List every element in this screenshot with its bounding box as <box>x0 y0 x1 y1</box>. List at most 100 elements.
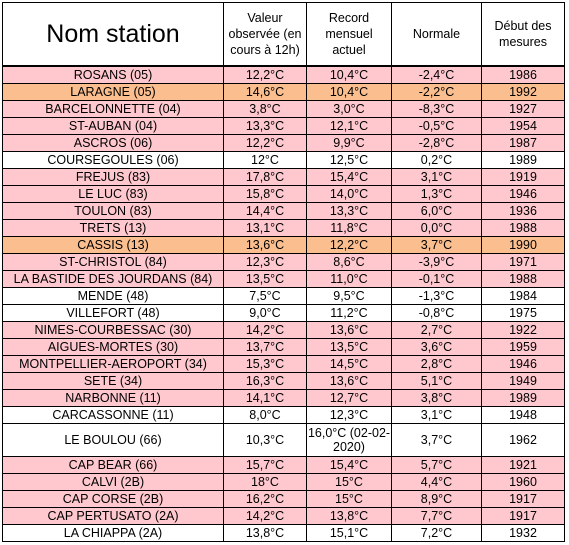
header-normale: Normale <box>391 2 482 67</box>
cell-debut: 1960 <box>481 473 565 491</box>
cell-normale: 0,2°C <box>391 151 482 169</box>
cell-normale: 5,7°C <box>391 456 482 474</box>
table-row: ASCROS (06) 12,2°C 9,9°C -2,8°C 1987 <box>2 134 565 152</box>
cell-debut: 1988 <box>481 219 565 237</box>
cell-station: CAP BEAR (66) <box>2 456 224 474</box>
table-row: LE LUC (83) 15,8°C 14,0°C 1,3°C 1946 <box>2 185 565 203</box>
cell-station: CAP CORSE (2B) <box>2 490 224 508</box>
table-row: ST-CHRISTOL (84) 12,3°C 8,6°C -3,9°C 1971 <box>2 253 565 271</box>
table-row: ST-AUBAN (04) 13,3°C 12,1°C -0,5°C 1954 <box>2 117 565 135</box>
cell-record: 10,4°C <box>306 83 392 101</box>
table-row: CAP CORSE (2B) 16,2°C 15°C 8,9°C 1917 <box>2 490 565 508</box>
cell-valeur: 14,1°C <box>223 389 307 407</box>
header-debut: Début des mesures <box>481 2 565 67</box>
cell-station: NIMES-COURBESSAC (30) <box>2 321 224 339</box>
cell-debut: 1989 <box>481 389 565 407</box>
cell-valeur: 15,7°C <box>223 456 307 474</box>
cell-record: 15,4°C <box>306 456 392 474</box>
cell-station: AIGUES-MORTES (30) <box>2 338 224 356</box>
header-valeur: Valeur observée (en cours à 12h) <box>223 2 307 67</box>
cell-debut: 1987 <box>481 134 565 152</box>
cell-debut: 1917 <box>481 507 565 525</box>
cell-normale: 5,1°C <box>391 372 482 390</box>
table-row: BARCELONNETTE (04) 3,8°C 3,0°C -8,3°C 1927 <box>2 100 565 118</box>
cell-station: MENDE (48) <box>2 287 224 305</box>
cell-record: 12,2°C <box>306 236 392 254</box>
cell-normale: 0,0°C <box>391 219 482 237</box>
cell-record: 15,1°C <box>306 524 392 542</box>
cell-valeur: 13,7°C <box>223 338 307 356</box>
table-row: TRETS (13) 13,1°C 11,8°C 0,0°C 1988 <box>2 219 565 237</box>
table-row: COURSEGOULES (06) 12°C 12,5°C 0,2°C 1989 <box>2 151 565 169</box>
cell-debut: 1988 <box>481 270 565 288</box>
cell-normale: 3,1°C <box>391 168 482 186</box>
table-row: AIGUES-MORTES (30) 13,7°C 13,5°C 3,6°C 1959 <box>2 338 565 356</box>
cell-valeur: 7,5°C <box>223 287 307 305</box>
cell-normale: -2,8°C <box>391 134 482 152</box>
cell-debut: 1954 <box>481 117 565 135</box>
cell-normale: 3,7°C <box>391 423 482 457</box>
cell-debut: 1959 <box>481 338 565 356</box>
cell-debut: 1990 <box>481 236 565 254</box>
cell-record: 13,5°C <box>306 338 392 356</box>
cell-station: CALVI (2B) <box>2 473 224 491</box>
cell-normale: 6,0°C <box>391 202 482 220</box>
cell-normale: 7,7°C <box>391 507 482 525</box>
cell-normale: 8,9°C <box>391 490 482 508</box>
cell-station: LA BASTIDE DES JOURDANS (84) <box>2 270 224 288</box>
cell-valeur: 15,3°C <box>223 355 307 373</box>
cell-record: 8,6°C <box>306 253 392 271</box>
cell-station: COURSEGOULES (06) <box>2 151 224 169</box>
cell-station: ST-AUBAN (04) <box>2 117 224 135</box>
table-row: CALVI (2B) 18°C 15°C 4,4°C 1960 <box>2 473 565 491</box>
table-row: LARAGNE (05) 14,6°C 10,4°C -2,2°C 1992 <box>2 83 565 101</box>
cell-valeur: 14,2°C <box>223 321 307 339</box>
cell-valeur: 14,4°C <box>223 202 307 220</box>
cell-record: 15°C <box>306 490 392 508</box>
header-station: Nom station <box>2 2 224 67</box>
cell-record: 12,3°C <box>306 406 392 424</box>
cell-debut: 1986 <box>481 65 565 84</box>
cell-debut: 1932 <box>481 524 565 542</box>
cell-valeur: 15,8°C <box>223 185 307 203</box>
cell-station: LE LUC (83) <box>2 185 224 203</box>
cell-record: 3,0°C <box>306 100 392 118</box>
cell-debut: 1946 <box>481 355 565 373</box>
table-body: ROSANS (05) 12,2°C 10,4°C -2,4°C 1986 LARAGNE… <box>2 65 565 542</box>
table-row: FREJUS (83) 17,8°C 15,4°C 3,1°C 1919 <box>2 168 565 186</box>
cell-station: ST-CHRISTOL (84) <box>2 253 224 271</box>
cell-record: 13,6°C <box>306 372 392 390</box>
cell-valeur: 16,3°C <box>223 372 307 390</box>
header-record: Record mensuel actuel <box>306 2 392 67</box>
table-row: CAP PERTUSATO (2A) 14,2°C 13,8°C 7,7°C 1917 <box>2 507 565 525</box>
cell-debut: 1936 <box>481 202 565 220</box>
table-row: CASSIS (13) 13,6°C 12,2°C 3,7°C 1990 <box>2 236 565 254</box>
cell-record: 12,5°C <box>306 151 392 169</box>
cell-valeur: 13,3°C <box>223 117 307 135</box>
cell-valeur: 14,6°C <box>223 83 307 101</box>
cell-normale: 7,2°C <box>391 524 482 542</box>
cell-station: LA CHIAPPA (2A) <box>2 524 224 542</box>
table-row: CAP BEAR (66) 15,7°C 15,4°C 5,7°C 1921 <box>2 456 565 474</box>
cell-station: MONTPELLIER-AEROPORT (34) <box>2 355 224 373</box>
cell-debut: 1962 <box>481 423 565 457</box>
cell-station: TOULON (83) <box>2 202 224 220</box>
cell-normale: 3,7°C <box>391 236 482 254</box>
cell-normale: -0,1°C <box>391 270 482 288</box>
cell-record: 13,8°C <box>306 507 392 525</box>
cell-normale: -8,3°C <box>391 100 482 118</box>
cell-station: SETE (34) <box>2 372 224 390</box>
cell-record: 11,0°C <box>306 270 392 288</box>
cell-record: 13,3°C <box>306 202 392 220</box>
cell-valeur: 8,0°C <box>223 406 307 424</box>
cell-record: 14,0°C <box>306 185 392 203</box>
cell-record: 9,5°C <box>306 287 392 305</box>
cell-normale: 2,8°C <box>391 355 482 373</box>
cell-station: VILLEFORT (48) <box>2 304 224 322</box>
cell-debut: 1921 <box>481 456 565 474</box>
cell-station: FREJUS (83) <box>2 168 224 186</box>
cell-normale: 4,4°C <box>391 473 482 491</box>
cell-valeur: 13,1°C <box>223 219 307 237</box>
table-row: NARBONNE (11) 14,1°C 12,7°C 3,8°C 1989 <box>2 389 565 407</box>
cell-record: 15°C <box>306 473 392 491</box>
